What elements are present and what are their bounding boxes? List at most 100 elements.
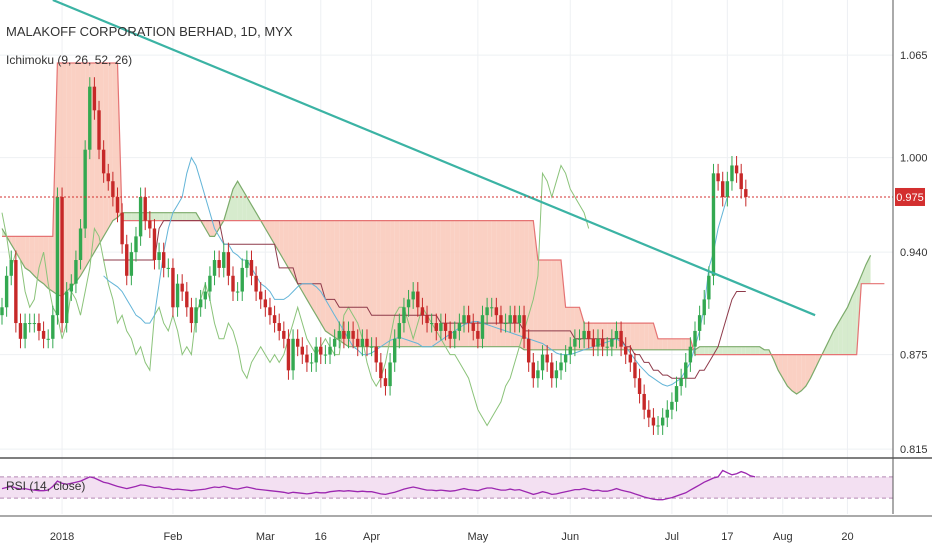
cloud-segment (159, 212, 164, 221)
cloud-segment (847, 296, 853, 355)
cloud-segment (736, 346, 742, 355)
candle-body (346, 330, 351, 339)
candle-body (222, 252, 226, 268)
cloud-segment (556, 260, 562, 350)
cloud-segment (704, 346, 709, 355)
cloud-segment (648, 323, 654, 350)
cloud-segment (699, 346, 705, 355)
cloud-segment (325, 220, 331, 335)
x-tick-label: Mar (256, 531, 275, 543)
cloud-segment (584, 323, 589, 350)
candle-body (217, 260, 221, 268)
candle-body (425, 315, 429, 324)
cloud-segment (269, 220, 275, 245)
cloud-segment (500, 220, 506, 347)
candle-body (508, 315, 512, 324)
cloud-segment (842, 307, 848, 355)
cloud-segment (311, 220, 317, 316)
candle-body (259, 291, 263, 300)
cloud-segment (639, 323, 645, 350)
candle-body (92, 86, 97, 111)
cloud-segment (154, 212, 160, 221)
candle-body (647, 409, 651, 418)
overlay: 0.975 (0, 0, 925, 317)
candle-body (614, 330, 619, 339)
cloud-segment (149, 212, 155, 221)
candle-body (37, 323, 41, 331)
cloud-segment (376, 220, 381, 347)
candle-body (305, 354, 309, 363)
candle-body (642, 393, 646, 410)
candle-body (323, 354, 328, 356)
cloud-segment (288, 220, 294, 276)
cloud-segment (625, 323, 631, 350)
candle-body (439, 323, 443, 331)
cloud-segment (838, 315, 843, 355)
chart-title: MALAKOFF CORPORATION BERHAD, 1D, MYX (6, 24, 293, 39)
candle-body (4, 275, 9, 308)
candle-body (660, 417, 665, 426)
candle-body (309, 362, 314, 364)
cloud-segment (191, 212, 197, 221)
candle-body (697, 315, 702, 331)
cloud-segment (671, 338, 677, 350)
candle-body (189, 307, 194, 324)
candle-body (365, 338, 369, 347)
candle-body (171, 267, 175, 308)
candle-body (526, 338, 531, 363)
candle-body (272, 315, 277, 324)
candle-body (480, 315, 485, 339)
candle-body (282, 330, 286, 339)
cloud-segment (828, 330, 834, 355)
candle-body (55, 196, 60, 316)
cloud-segment (417, 220, 423, 347)
candle-body (744, 189, 748, 197)
x-tick-label: 20 (841, 531, 853, 543)
cloud-segment (561, 260, 566, 350)
candle-body (559, 362, 563, 371)
candle-body (716, 173, 720, 182)
cloud-segment (644, 323, 649, 350)
y-tick-label: 1.065 (900, 50, 928, 62)
ichimoku-conversion-line (103, 156, 728, 387)
candle-body (466, 315, 471, 324)
candle-body (522, 315, 526, 339)
cloud-segment (251, 204, 257, 221)
candle-body (688, 346, 693, 363)
candle-body (138, 196, 143, 237)
trendline[interactable] (52, 0, 816, 317)
cloud-segment (833, 323, 839, 355)
candle-body (568, 346, 572, 355)
cloud-segment (274, 220, 280, 253)
cloud-segment (667, 338, 672, 350)
cloud-segment (792, 354, 797, 394)
candle-body (28, 323, 32, 325)
candle-body (420, 307, 425, 316)
cloud-segment (25, 236, 30, 272)
candle-body (14, 260, 18, 324)
cloud-segment (34, 236, 39, 281)
cloud-segment (99, 63, 104, 245)
cloud-segment (718, 346, 723, 355)
y-tick-label: 0.815 (900, 444, 928, 456)
cloud-segment (436, 220, 441, 347)
x-tick-label: Aug (773, 531, 793, 543)
candle-body (295, 338, 300, 347)
candle-body (115, 196, 120, 213)
cloud-segment (510, 220, 515, 347)
cloud-segment (487, 220, 492, 347)
cloud-segment (15, 236, 21, 261)
candle-body (707, 275, 711, 300)
candle-body (383, 378, 388, 387)
candle-body (9, 260, 13, 276)
candle-body (226, 252, 231, 276)
cloud-segment (357, 220, 363, 347)
cloud-segment (348, 220, 354, 347)
cloud-segment (634, 323, 640, 350)
candle-body (97, 110, 101, 150)
cloud-segment (537, 260, 543, 350)
cloud-segment (316, 220, 321, 324)
cloud-segment (852, 286, 857, 355)
candle-body (198, 299, 203, 308)
